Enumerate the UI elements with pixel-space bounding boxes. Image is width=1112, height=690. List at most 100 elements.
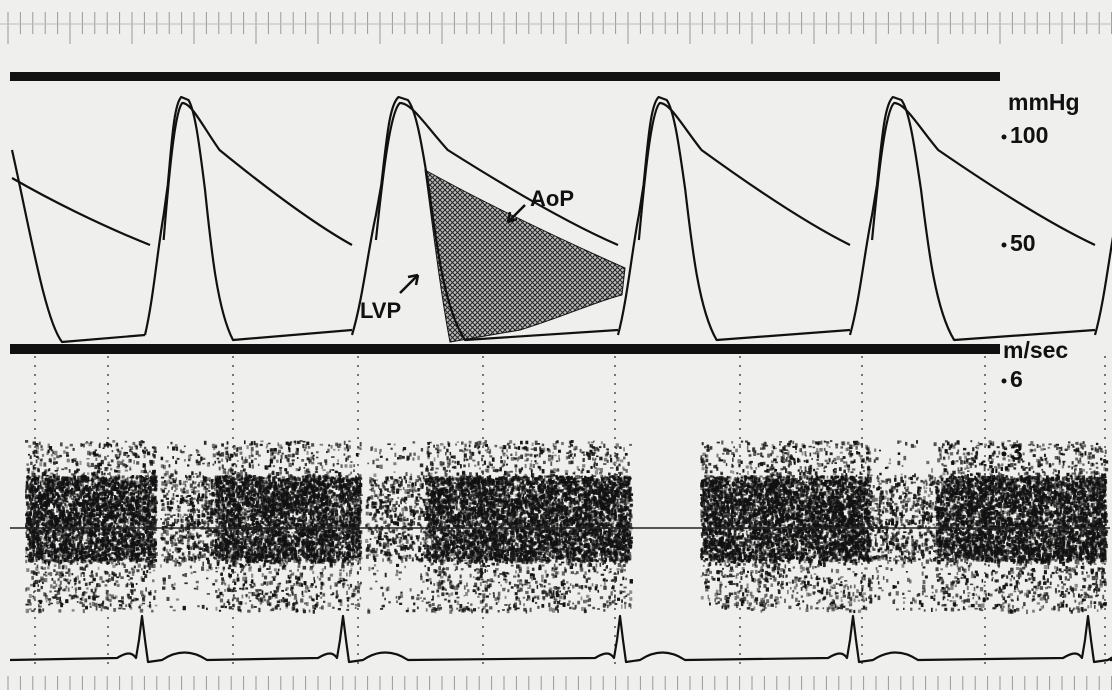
doppler-speck xyxy=(36,530,40,533)
doppler-speck xyxy=(111,480,115,484)
doppler-speck xyxy=(37,554,41,559)
doppler-speck xyxy=(263,598,266,602)
doppler-speck xyxy=(120,600,124,603)
doppler-speck xyxy=(68,546,71,549)
doppler-speck xyxy=(31,483,34,486)
doppler-speck xyxy=(28,453,30,456)
doppler-speck xyxy=(53,580,56,584)
doppler-speck xyxy=(118,604,123,607)
doppler-speck xyxy=(106,508,110,512)
doppler-speck xyxy=(78,580,81,584)
doppler-speck xyxy=(28,445,32,448)
doppler-speck xyxy=(79,539,82,544)
doppler-speck xyxy=(117,513,122,517)
doppler-speck xyxy=(55,479,58,483)
doppler-speck xyxy=(226,446,229,448)
lvp-trace xyxy=(618,97,850,340)
doppler-speck xyxy=(27,553,30,559)
doppler-speck xyxy=(147,481,150,485)
doppler-speck xyxy=(90,462,94,467)
doppler-speck xyxy=(45,539,48,542)
doppler-speck xyxy=(92,491,96,496)
doppler-speck xyxy=(68,514,72,516)
doppler-speck xyxy=(38,603,40,607)
doppler-speck xyxy=(139,517,141,522)
doppler-speck xyxy=(96,550,100,552)
doppler-speck xyxy=(124,531,128,536)
doppler-speck xyxy=(76,481,80,484)
doppler-speck xyxy=(126,501,129,505)
doppler-speck xyxy=(154,503,157,507)
doppler-speck xyxy=(94,477,97,480)
doppler-speck xyxy=(54,501,58,505)
doppler-speck xyxy=(143,501,147,505)
doppler-speck xyxy=(112,596,116,600)
doppler-speck xyxy=(126,481,129,484)
doppler-speck xyxy=(106,490,109,494)
doppler-speck xyxy=(118,607,122,610)
doppler-speck xyxy=(108,598,112,603)
doppler-speck xyxy=(135,540,139,543)
doppler-speck xyxy=(102,606,105,609)
doppler-speck xyxy=(87,550,90,553)
doppler-speck xyxy=(78,525,82,528)
doppler-speck xyxy=(60,486,63,491)
doppler-speck xyxy=(149,511,152,514)
doppler-speck xyxy=(42,542,46,545)
doppler-speck xyxy=(112,440,116,443)
doppler-speck xyxy=(127,483,131,487)
doppler-speck xyxy=(81,593,85,597)
doppler-speck xyxy=(149,601,151,604)
doppler-speck xyxy=(46,544,49,547)
doppler-speck xyxy=(149,590,152,594)
doppler-speck xyxy=(73,478,77,480)
doppler-speck xyxy=(93,591,96,596)
doppler-speck xyxy=(114,505,117,509)
doppler-speck xyxy=(87,476,90,480)
doppler-speck xyxy=(69,529,71,533)
doppler-speck xyxy=(31,541,33,547)
doppler-speck xyxy=(103,493,106,497)
doppler-speck xyxy=(114,517,117,522)
doppler-speck xyxy=(96,528,99,531)
doppler-speck xyxy=(130,498,133,502)
doppler-speck xyxy=(76,539,79,541)
doppler-speck xyxy=(104,507,107,510)
doppler-speck xyxy=(152,563,156,569)
doppler-speck xyxy=(46,521,50,525)
doppler-speck xyxy=(138,517,141,522)
doppler-speck xyxy=(122,534,125,537)
doppler-speck xyxy=(142,510,146,513)
doppler-speck xyxy=(96,583,99,587)
doppler-speck xyxy=(90,531,94,536)
doppler-speck xyxy=(77,550,81,553)
doppler-speck xyxy=(83,518,86,522)
doppler-speck xyxy=(62,499,65,503)
doppler-speck xyxy=(306,450,309,455)
doppler-speck xyxy=(41,475,44,480)
doppler-speck xyxy=(94,464,98,470)
doppler-speck xyxy=(110,535,113,539)
doppler-speck xyxy=(88,442,92,447)
doppler-speck xyxy=(154,503,157,505)
doppler-speck xyxy=(138,511,142,515)
doppler-speck xyxy=(47,443,50,449)
doppler-speck xyxy=(146,494,148,499)
doppler-speck xyxy=(35,459,38,464)
doppler-speck xyxy=(63,588,67,592)
doppler-speck xyxy=(128,571,131,574)
doppler-speck xyxy=(108,511,112,514)
doppler-speck xyxy=(36,450,39,455)
doppler-speck xyxy=(71,552,75,555)
doppler-speck xyxy=(117,464,120,467)
doppler-speck xyxy=(134,486,138,488)
doppler-speck xyxy=(62,545,65,548)
doppler-speck xyxy=(89,487,93,492)
doppler-speck xyxy=(37,517,41,520)
doppler-speck xyxy=(107,484,110,488)
doppler-speck xyxy=(71,480,74,484)
doppler-speck xyxy=(57,495,61,498)
doppler-speck xyxy=(30,461,33,465)
doppler-speck xyxy=(133,597,137,602)
doppler-speck xyxy=(147,544,150,548)
